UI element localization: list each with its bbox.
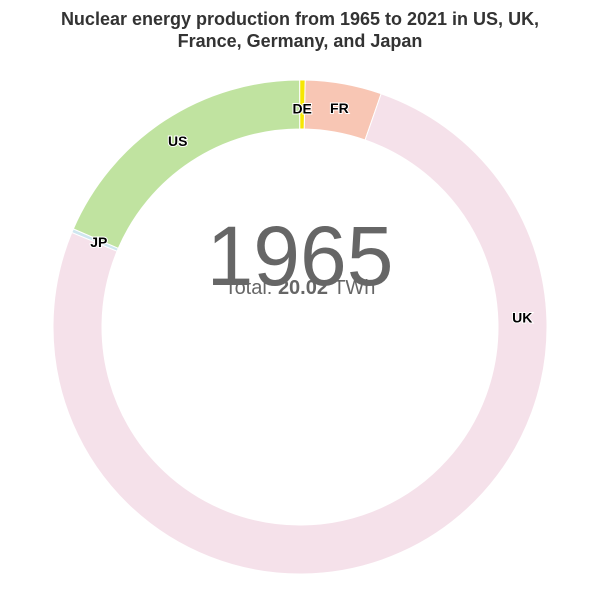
slice-label-us: US xyxy=(168,133,187,149)
slice-uk[interactable] xyxy=(52,93,548,575)
center-total: Total: 20.02 TWh xyxy=(150,276,450,300)
slice-label-uk: UK xyxy=(512,309,532,325)
slice-label-jp: JP xyxy=(90,234,107,250)
total-unit: TWh xyxy=(333,277,376,299)
total-prefix: Total: xyxy=(224,277,273,299)
center-year: 1965 xyxy=(206,209,394,303)
slice-label-de: DE xyxy=(292,101,311,117)
total-value: 20.02 xyxy=(277,277,328,299)
chart-title-line-2: France, Germany, and Japan xyxy=(177,31,423,51)
slice-label-fr: FR xyxy=(330,100,349,116)
slice-de[interactable] xyxy=(299,79,306,130)
chart-title-line-1: Nuclear energy production from 1965 to 2… xyxy=(60,9,540,29)
chart-title: Nuclear energy production from 1965 to 2… xyxy=(0,8,600,52)
